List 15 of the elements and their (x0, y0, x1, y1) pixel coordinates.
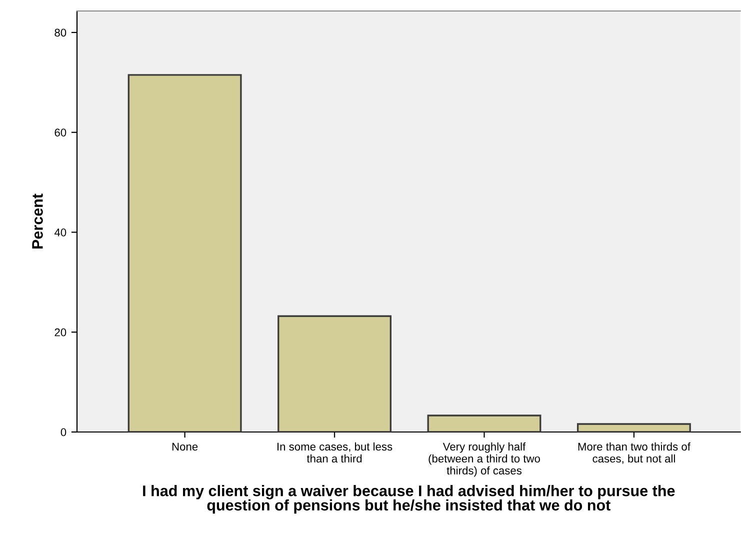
bar (278, 315, 392, 432)
bar (427, 414, 542, 432)
y-tick-label: 20 (54, 328, 66, 336)
x-tick-label: Very roughly half (between a third to two thirds) of cases (428, 442, 540, 477)
y-axis-title: Percent (32, 194, 43, 248)
x-tick-label: None (172, 442, 198, 451)
x-tick-label: More than two thirds of cases, but not all (578, 442, 690, 464)
bar (128, 74, 242, 432)
y-tick-label: 40 (54, 228, 66, 236)
bar (576, 423, 691, 432)
y-tick-label: 80 (54, 28, 66, 37)
x-axis-title: I had my client sign a waiver because I had advised him/her to pursue the question of pensions but he/she insisted that we do not (143, 485, 675, 514)
y-tick-label: 60 (54, 128, 66, 136)
y-tick-label: 0 (60, 428, 66, 436)
x-tick-label: In some cases, but less than a third (277, 442, 392, 463)
